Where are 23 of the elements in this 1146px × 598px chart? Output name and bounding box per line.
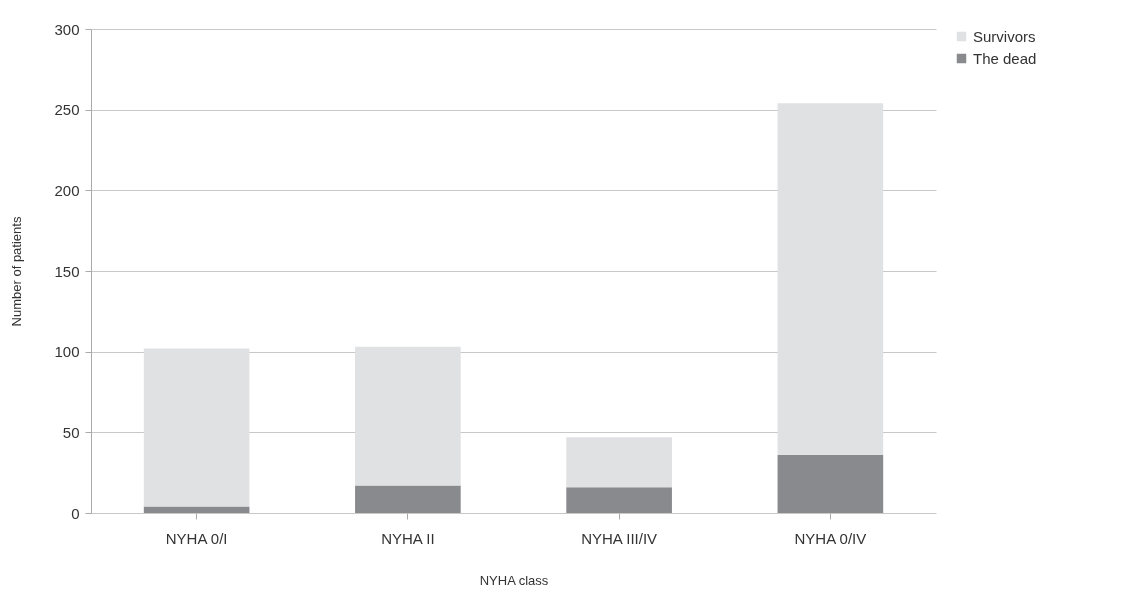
y-tick-label: 0 — [71, 504, 80, 522]
x-tick-label: NYHA 0/IV — [794, 529, 867, 547]
x-tick-label: NYHA III/IV — [581, 529, 658, 547]
y-tick-label: 150 — [54, 262, 80, 280]
y-tick-label: 200 — [54, 181, 80, 199]
bar — [777, 103, 884, 455]
y-tick-label: 250 — [54, 101, 80, 119]
bar — [777, 454, 884, 513]
bar — [355, 485, 461, 513]
y-tick-label: 300 — [54, 20, 80, 38]
bar — [566, 437, 672, 488]
bar — [566, 487, 672, 513]
legend-label: The dead — [973, 49, 1037, 67]
y-tick-label: 50 — [62, 423, 80, 441]
x-tick-label: NYHA II — [381, 529, 435, 547]
bar — [143, 506, 250, 513]
x-axis-title: NYHA class — [479, 572, 549, 588]
bar — [355, 346, 461, 486]
legend-label: Survivors — [973, 27, 1036, 45]
y-axis-title: Number of patients — [9, 216, 25, 327]
bar — [143, 348, 250, 507]
y-tick-label: 100 — [54, 343, 80, 361]
x-tick-label: NYHA 0/I — [165, 529, 228, 547]
